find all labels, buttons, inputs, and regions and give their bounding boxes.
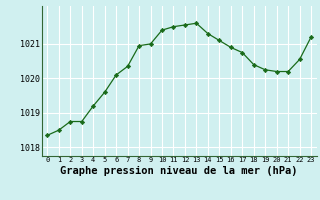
X-axis label: Graphe pression niveau de la mer (hPa): Graphe pression niveau de la mer (hPa) — [60, 166, 298, 176]
